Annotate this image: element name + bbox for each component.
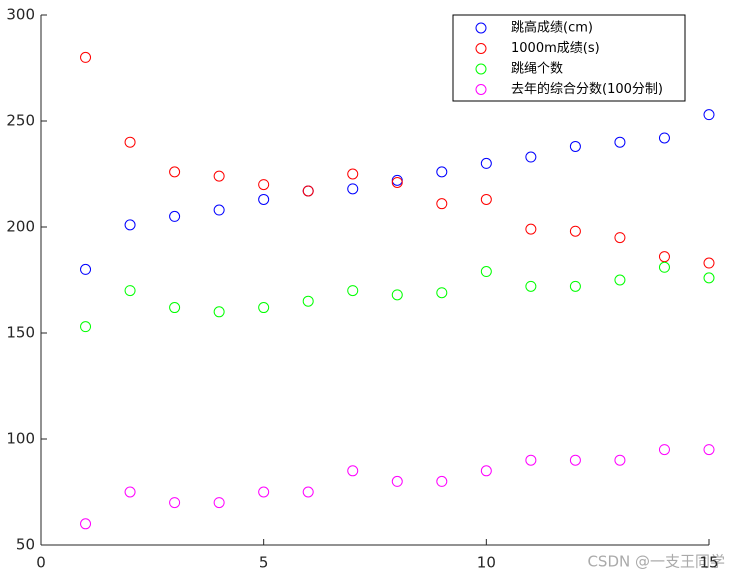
point: [213, 204, 225, 216]
point: [480, 266, 492, 278]
point: [436, 166, 448, 178]
point: [347, 285, 359, 297]
y-tick-label: 150: [6, 324, 35, 342]
y-tick-label: 50: [16, 536, 35, 554]
point: [213, 306, 225, 318]
point: [436, 475, 448, 487]
point: [80, 518, 92, 530]
point: [347, 168, 359, 180]
point: [525, 454, 537, 466]
y-tick-label: 250: [6, 112, 35, 130]
point: [436, 287, 448, 299]
x-tick-label: 0: [36, 554, 46, 572]
point: [480, 465, 492, 477]
point: [124, 136, 136, 148]
legend-label: 跳高成绩(cm): [511, 20, 593, 36]
point: [258, 302, 270, 314]
point: [569, 140, 581, 152]
point: [391, 289, 403, 301]
point: [703, 109, 715, 121]
watermark: CSDN @一支王同学: [587, 553, 725, 571]
point: [525, 223, 537, 235]
point: [525, 151, 537, 163]
point: [258, 179, 270, 191]
y-tick-label: 300: [6, 6, 35, 24]
point: [124, 486, 136, 498]
legend-label: 1000m成绩(s): [511, 41, 600, 56]
point: [703, 272, 715, 284]
point: [347, 465, 359, 477]
point: [302, 295, 314, 307]
point: [258, 486, 270, 498]
point: [658, 261, 670, 273]
y-tick-label: 100: [6, 430, 35, 448]
x-tick-label: 5: [259, 554, 269, 572]
legend-marker: [475, 43, 487, 54]
point: [658, 251, 670, 263]
x-tick-label: 15: [699, 554, 718, 572]
point: [569, 280, 581, 292]
point: [703, 257, 715, 269]
legend-label: 去年的综合分数(100分制): [511, 81, 663, 97]
x-tick-label: 10: [477, 554, 496, 572]
point: [169, 210, 181, 222]
point: [213, 497, 225, 509]
point: [614, 274, 626, 286]
point: [124, 219, 136, 231]
y-tick-label: 200: [6, 218, 35, 236]
point: [80, 321, 92, 333]
point: [658, 444, 670, 456]
point: [569, 225, 581, 237]
point: [302, 486, 314, 498]
point: [525, 280, 537, 292]
point: [391, 176, 403, 188]
point: [569, 454, 581, 466]
point: [258, 193, 270, 205]
legend-box: [452, 14, 686, 102]
point: [480, 193, 492, 205]
point: [391, 174, 403, 186]
point: [124, 285, 136, 297]
point: [480, 157, 492, 169]
point: [658, 132, 670, 144]
point: [614, 232, 626, 244]
point: [391, 475, 403, 487]
point: [614, 136, 626, 148]
point: [80, 51, 92, 63]
legend-marker: [475, 22, 487, 34]
point: [703, 444, 715, 456]
point: [169, 166, 181, 178]
legend-marker: [475, 63, 487, 75]
point: [614, 454, 626, 466]
point: [213, 170, 225, 182]
point: [169, 302, 181, 314]
point: [436, 198, 448, 210]
legend-marker: [475, 84, 487, 95]
point: [347, 183, 359, 195]
point: [80, 263, 92, 275]
point: [169, 497, 181, 509]
legend-label: 跳绳个数: [511, 62, 563, 77]
point: [302, 185, 314, 197]
